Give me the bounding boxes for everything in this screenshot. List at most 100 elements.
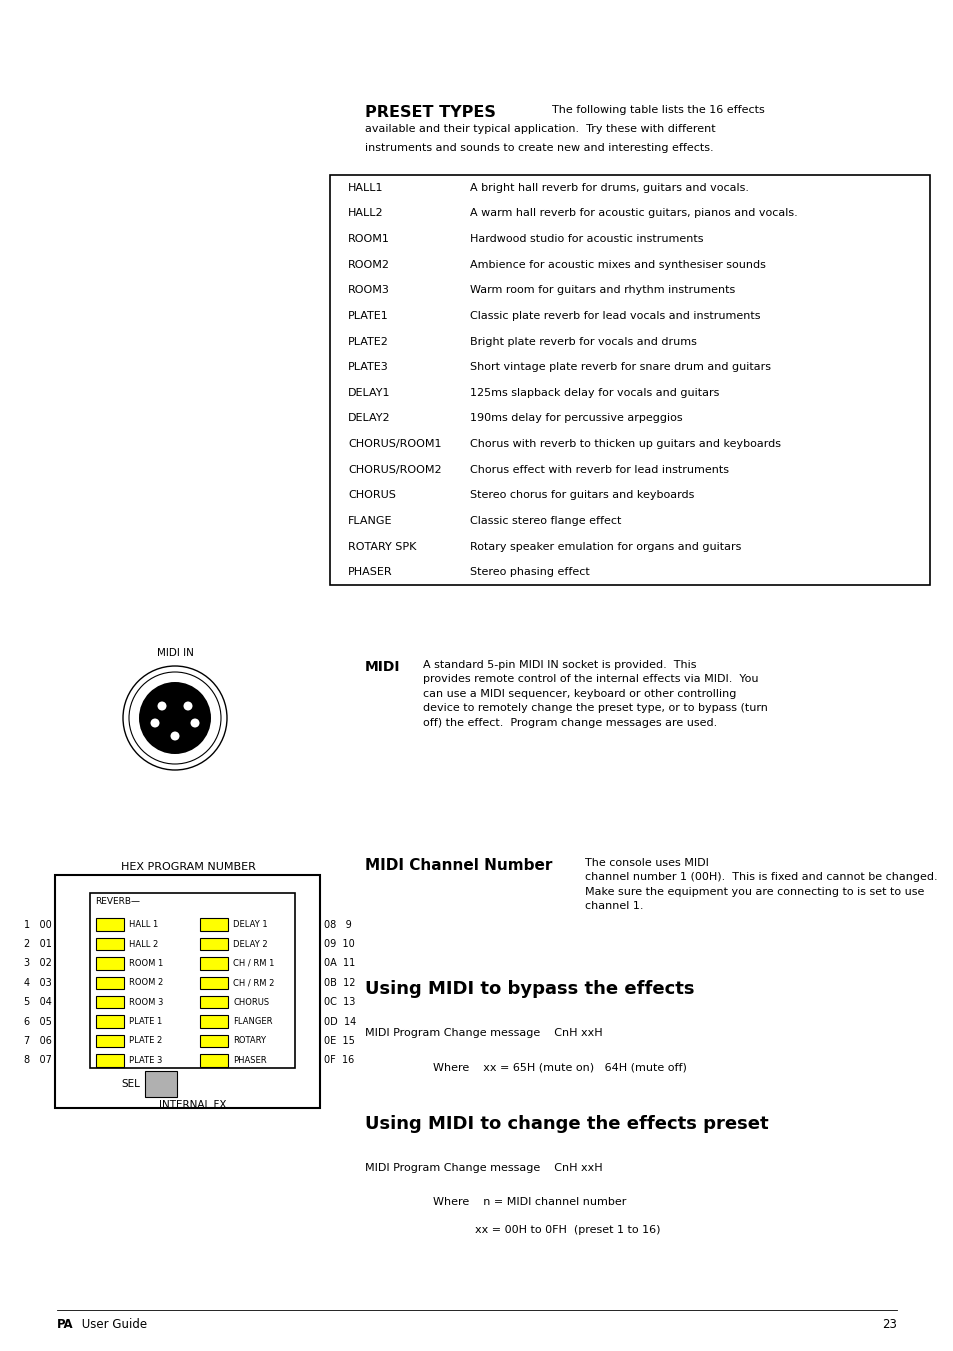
Text: CH / RM 2: CH / RM 2 <box>233 978 274 988</box>
Text: 4   03: 4 03 <box>24 978 52 988</box>
Text: PRESET TYPES: PRESET TYPES <box>365 105 496 120</box>
Text: PA: PA <box>57 1319 73 1331</box>
Text: 190ms delay for percussive arpeggios: 190ms delay for percussive arpeggios <box>470 413 682 423</box>
Text: ROTARY SPK: ROTARY SPK <box>348 542 416 551</box>
Text: MIDI: MIDI <box>365 661 400 674</box>
Text: Using MIDI to change the effects preset: Using MIDI to change the effects preset <box>365 1115 768 1133</box>
Text: MIDI IN: MIDI IN <box>156 648 193 658</box>
Text: HALL1: HALL1 <box>348 182 383 193</box>
Text: PLATE 2: PLATE 2 <box>129 1036 162 1046</box>
Text: 0C  13: 0C 13 <box>324 997 355 1008</box>
Circle shape <box>139 682 211 754</box>
Text: HALL 2: HALL 2 <box>129 939 158 948</box>
Bar <box>145 1071 177 1097</box>
Circle shape <box>151 719 159 727</box>
Text: The following table lists the 16 effects: The following table lists the 16 effects <box>544 105 764 115</box>
Text: 6   05: 6 05 <box>24 1016 52 1027</box>
Text: Rotary speaker emulation for organs and guitars: Rotary speaker emulation for organs and … <box>470 542 740 551</box>
Text: ROOM1: ROOM1 <box>348 234 390 245</box>
Circle shape <box>129 671 221 765</box>
Bar <box>96 919 124 931</box>
Bar <box>96 1015 124 1028</box>
Circle shape <box>171 731 179 740</box>
Bar <box>200 938 229 950</box>
Text: available and their typical application.  Try these with different: available and their typical application.… <box>365 124 715 134</box>
Text: 5   04: 5 04 <box>24 997 52 1008</box>
Text: 08   9: 08 9 <box>324 920 352 929</box>
Text: 125ms slapback delay for vocals and guitars: 125ms slapback delay for vocals and guit… <box>470 388 719 397</box>
Text: Using MIDI to bypass the effects: Using MIDI to bypass the effects <box>365 979 694 998</box>
Text: A bright hall reverb for drums, guitars and vocals.: A bright hall reverb for drums, guitars … <box>470 182 748 193</box>
Text: INTERNAL FX: INTERNAL FX <box>158 1100 226 1111</box>
Text: CH / RM 1: CH / RM 1 <box>233 959 274 967</box>
Text: A standard 5-pin MIDI IN socket is provided.  This
provides remote control of th: A standard 5-pin MIDI IN socket is provi… <box>422 661 767 728</box>
Text: Ambience for acoustic mixes and synthesiser sounds: Ambience for acoustic mixes and synthesi… <box>470 259 765 270</box>
Bar <box>55 875 319 1108</box>
Text: ROOM 3: ROOM 3 <box>129 997 163 1006</box>
Text: 3   02: 3 02 <box>24 958 52 969</box>
Text: User Guide: User Guide <box>78 1319 147 1331</box>
Text: ROOM3: ROOM3 <box>348 285 390 296</box>
Bar <box>96 996 124 1008</box>
Text: CHORUS/ROOM2: CHORUS/ROOM2 <box>348 465 441 474</box>
Text: 0F  16: 0F 16 <box>324 1055 354 1066</box>
Text: 0E  15: 0E 15 <box>324 1036 355 1046</box>
Text: FLANGER: FLANGER <box>233 1017 273 1025</box>
Text: 0B  12: 0B 12 <box>324 978 355 988</box>
Bar <box>90 893 294 1069</box>
Text: 2   01: 2 01 <box>24 939 52 948</box>
Text: CHORUS/ROOM1: CHORUS/ROOM1 <box>348 439 441 449</box>
Text: Warm room for guitars and rhythm instruments: Warm room for guitars and rhythm instrum… <box>470 285 735 296</box>
Text: Bright plate reverb for vocals and drums: Bright plate reverb for vocals and drums <box>470 336 696 347</box>
Bar <box>96 1035 124 1047</box>
Bar <box>96 1054 124 1066</box>
Text: 8   07: 8 07 <box>24 1055 52 1066</box>
Text: PHASER: PHASER <box>348 567 393 577</box>
Text: CHORUS: CHORUS <box>348 490 395 500</box>
Text: 09  10: 09 10 <box>324 939 355 948</box>
Text: Chorus with reverb to thicken up guitars and keyboards: Chorus with reverb to thicken up guitars… <box>470 439 781 449</box>
Text: Where    n = MIDI channel number: Where n = MIDI channel number <box>433 1197 626 1206</box>
Bar <box>96 957 124 970</box>
Text: 1   00: 1 00 <box>24 920 52 929</box>
Bar <box>200 1054 229 1066</box>
Bar <box>200 957 229 970</box>
Text: 23: 23 <box>882 1319 896 1331</box>
Bar <box>200 977 229 989</box>
Bar <box>96 938 124 950</box>
Text: FLANGE: FLANGE <box>348 516 392 526</box>
Text: DELAY1: DELAY1 <box>348 388 390 397</box>
Circle shape <box>183 701 193 711</box>
Text: REVERB—: REVERB— <box>95 897 140 907</box>
Bar <box>330 176 929 585</box>
Text: ROOM 2: ROOM 2 <box>129 978 163 988</box>
Text: HALL 1: HALL 1 <box>129 920 158 929</box>
Bar <box>200 1035 229 1047</box>
Text: CHORUS: CHORUS <box>233 997 270 1006</box>
Text: PLATE 3: PLATE 3 <box>129 1056 162 1065</box>
Bar <box>200 1015 229 1028</box>
Text: 7   06: 7 06 <box>24 1036 52 1046</box>
Text: PLATE2: PLATE2 <box>348 336 389 347</box>
Text: xx = 00H to 0FH  (preset 1 to 16): xx = 00H to 0FH (preset 1 to 16) <box>475 1225 659 1235</box>
Text: ROOM 1: ROOM 1 <box>129 959 163 967</box>
Text: HEX PROGRAM NUMBER: HEX PROGRAM NUMBER <box>120 862 255 871</box>
Text: 0A  11: 0A 11 <box>324 958 355 969</box>
Text: DELAY 2: DELAY 2 <box>233 939 268 948</box>
Text: instruments and sounds to create new and interesting effects.: instruments and sounds to create new and… <box>365 143 713 153</box>
Text: MIDI Program Change message    CnH xxH: MIDI Program Change message CnH xxH <box>365 1028 602 1038</box>
Text: ROOM2: ROOM2 <box>348 259 390 270</box>
Text: DELAY 1: DELAY 1 <box>233 920 268 929</box>
Text: Stereo chorus for guitars and keyboards: Stereo chorus for guitars and keyboards <box>470 490 694 500</box>
Text: PLATE 1: PLATE 1 <box>129 1017 162 1025</box>
Text: Hardwood studio for acoustic instruments: Hardwood studio for acoustic instruments <box>470 234 702 245</box>
Text: Short vintage plate reverb for snare drum and guitars: Short vintage plate reverb for snare dru… <box>470 362 770 372</box>
Text: PLATE3: PLATE3 <box>348 362 388 372</box>
Text: Classic stereo flange effect: Classic stereo flange effect <box>470 516 620 526</box>
Text: PHASER: PHASER <box>233 1056 267 1065</box>
Bar <box>200 919 229 931</box>
Circle shape <box>123 666 227 770</box>
Text: MIDI Channel Number: MIDI Channel Number <box>365 858 552 873</box>
Text: 0D  14: 0D 14 <box>324 1016 355 1027</box>
Text: DELAY2: DELAY2 <box>348 413 390 423</box>
